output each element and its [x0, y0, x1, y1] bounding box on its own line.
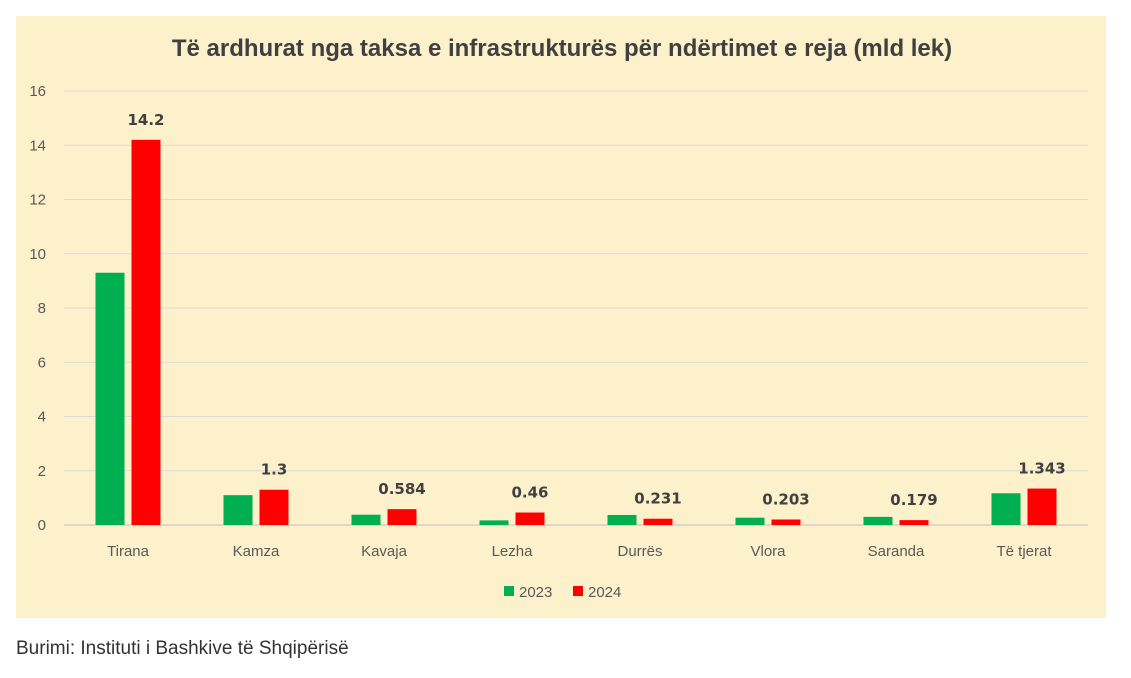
- bar-2023-lezha: [479, 520, 509, 525]
- data-label: 0.584: [378, 480, 425, 498]
- chart-panel: Të ardhurat nga taksa e infrastrukturës …: [16, 16, 1106, 618]
- bar-chart: Të ardhurat nga taksa e infrastrukturës …: [29, 35, 1088, 601]
- bar-2023-vlora: [735, 517, 765, 525]
- bars: [95, 139, 1057, 525]
- legend-label: 2023: [519, 584, 552, 601]
- category-label: Vlora: [750, 543, 786, 560]
- legend-swatch: [573, 586, 583, 596]
- legend: 2023 2024: [504, 584, 621, 601]
- bar-2024-vlora: [771, 519, 801, 525]
- bar-2024-kavaja: [387, 509, 417, 525]
- bar-2023-kavaja: [351, 514, 381, 525]
- bar-2024-kamza: [259, 489, 289, 525]
- bar-2023-durrës: [607, 514, 637, 525]
- y-tick-label: 0: [38, 517, 46, 534]
- data-labels: 14.2 1.3 0.584 0.46 0.231 0.203 0.179 1.343: [127, 111, 1065, 509]
- y-tick-label: 14: [29, 137, 46, 154]
- data-label: 0.46: [511, 484, 548, 502]
- gridlines: [64, 90, 1088, 526]
- y-tick-label: 2: [38, 463, 46, 480]
- bar-2023-kamza: [223, 495, 253, 525]
- data-label: 1.3: [261, 461, 288, 479]
- bar-2024-tirana: [131, 139, 161, 525]
- bar-2023-të-tjerat: [991, 493, 1021, 525]
- category-label: Durrës: [617, 543, 662, 560]
- bar-2024-durrës: [643, 518, 673, 525]
- data-label: 0.203: [762, 490, 809, 508]
- y-tick-label: 6: [38, 354, 46, 371]
- bar-2024-të-tjerat: [1027, 488, 1057, 525]
- data-label: 14.2: [127, 111, 164, 129]
- category-label: Tirana: [107, 543, 150, 560]
- legend-swatch: [504, 586, 514, 596]
- y-tick-label: 16: [29, 83, 46, 100]
- category-label: Lezha: [492, 543, 534, 560]
- y-tick-label: 8: [38, 300, 46, 317]
- y-axis-ticks: 0 2 4 6 8 10 12 14 16: [29, 83, 46, 534]
- bar-2024-lezha: [515, 512, 545, 525]
- legend-label: 2024: [588, 584, 621, 601]
- bar-2024-saranda: [899, 520, 929, 525]
- data-label: 0.231: [634, 490, 681, 508]
- bar-2023-saranda: [863, 516, 893, 525]
- x-axis-categories: Tirana Kamza Kavaja Lezha Durrës Vlora Saranda…: [107, 543, 1052, 560]
- y-tick-label: 12: [29, 192, 46, 209]
- chart-title: Të ardhurat nga taksa e infrastrukturës …: [172, 35, 952, 62]
- y-tick-label: 10: [29, 246, 46, 263]
- data-label: 1.343: [1018, 460, 1065, 478]
- category-label: Kavaja: [361, 543, 408, 560]
- category-label: Saranda: [868, 543, 925, 560]
- source-caption: Burimi: Instituti i Bashkive të Shqipëri…: [16, 638, 349, 659]
- bar-2023-tirana: [95, 272, 125, 525]
- data-label: 0.179: [890, 491, 937, 509]
- y-tick-label: 4: [38, 409, 46, 426]
- category-label: Të tjerat: [996, 543, 1052, 560]
- category-label: Kamza: [233, 543, 280, 560]
